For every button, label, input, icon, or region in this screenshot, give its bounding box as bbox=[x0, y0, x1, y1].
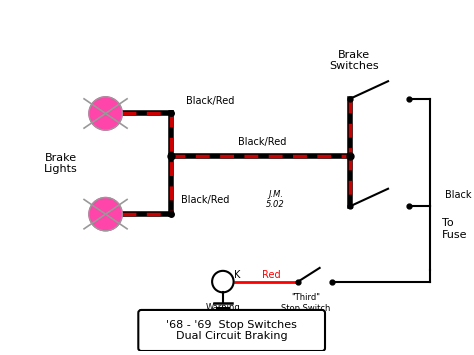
Text: K: K bbox=[234, 270, 241, 280]
Text: Black/Red: Black/Red bbox=[186, 95, 234, 106]
Circle shape bbox=[212, 271, 234, 293]
Text: Black/Red: Black/Red bbox=[181, 195, 229, 205]
Circle shape bbox=[89, 197, 122, 231]
Text: Brake
Switches: Brake Switches bbox=[329, 50, 379, 71]
Text: Black: Black bbox=[445, 190, 471, 200]
Text: Warning
Light: Warning Light bbox=[206, 303, 240, 322]
Text: Brake
Lights: Brake Lights bbox=[44, 153, 77, 174]
Text: J.M.
5.02: J.M. 5.02 bbox=[266, 190, 285, 209]
Circle shape bbox=[89, 97, 122, 130]
Text: Black/Red: Black/Red bbox=[238, 137, 286, 147]
Text: To
Fuse: To Fuse bbox=[442, 218, 467, 240]
FancyBboxPatch shape bbox=[138, 310, 325, 351]
Text: "Third"
Stop Switch: "Third" Stop Switch bbox=[281, 293, 331, 313]
Text: Red: Red bbox=[262, 270, 281, 280]
Text: '68 - '69  Stop Switches
Dual Circuit Braking: '68 - '69 Stop Switches Dual Circuit Bra… bbox=[166, 320, 297, 341]
